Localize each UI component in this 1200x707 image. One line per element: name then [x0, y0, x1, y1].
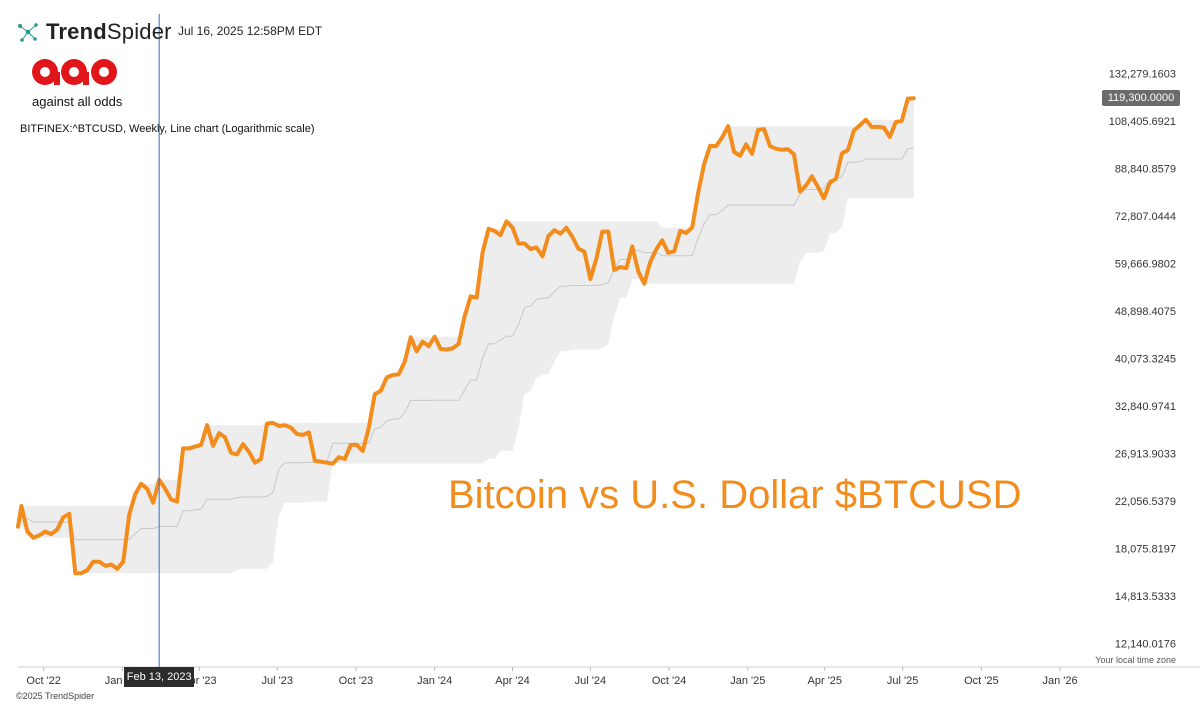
- network-nodes-icon: [18, 23, 38, 42]
- y-tick-label: 40,073.3245: [1115, 354, 1176, 366]
- y-tick-label: 48,898.4075: [1115, 306, 1176, 318]
- x-tick-label: Oct '24: [652, 675, 687, 687]
- x-tick-label: Oct '23: [339, 675, 374, 687]
- y-tick-label: 12,140.0176: [1115, 638, 1176, 650]
- x-tick-label: Oct '25: [964, 675, 999, 687]
- y-tick-label: 22,056.5379: [1115, 496, 1176, 508]
- y-axis: 132,279.1603 108,405.6921 88,840.8579 72,80…: [1109, 69, 1176, 651]
- cursor-date-badge: Feb 13, 2023: [124, 667, 195, 687]
- symbol-description: BITFINEX:^BTCUSD, Weekly, Line chart (Lo…: [20, 123, 315, 135]
- x-axis: Oct '22 Jan '23 Apr '23 Jul '23 Oct '23 Jan '…: [18, 666, 1200, 687]
- btcusd-series[interactable]: [16, 96, 916, 576]
- x-tick-label: Jul '24: [575, 675, 606, 687]
- overlay-title: Bitcoin vs U.S. Dollar $BTCUSD: [448, 473, 1022, 517]
- copyright: ©2025 TrendSpider: [16, 691, 95, 701]
- x-tick-label: Apr '24: [495, 675, 530, 687]
- x-tick-label: Oct '22: [26, 675, 61, 687]
- x-tick-label: Apr '25: [808, 675, 843, 687]
- range-band-area: [18, 98, 914, 574]
- y-tick-label: 72,807.0444: [1115, 211, 1176, 223]
- y-tick-label: 32,840.9741: [1115, 401, 1176, 413]
- y-tick-label: 14,813.5333: [1115, 591, 1176, 603]
- x-tick-label: Jul '25: [887, 675, 918, 687]
- range-midline: [17, 147, 914, 541]
- brand-name: TrendSpider: [46, 19, 172, 45]
- brand-suffix: Spider: [106, 19, 172, 44]
- x-tick-label: Jul '23: [262, 675, 293, 687]
- range-band: [18, 98, 914, 574]
- last-price-badge: 119,300.0000: [1102, 90, 1180, 107]
- x-tick-label: Jan '24: [417, 675, 452, 687]
- y-tick-label: 88,840.8579: [1115, 164, 1176, 176]
- brand: TrendSpider: [16, 18, 172, 46]
- brand-prefix: Trend: [46, 19, 107, 44]
- y-tick-label: 18,075.8197: [1115, 543, 1176, 555]
- y-tick-label: 59,666.9802: [1115, 259, 1176, 271]
- x-tick-label: Jan '26: [1042, 675, 1077, 687]
- y-tick-label: 26,913.9033: [1115, 448, 1176, 460]
- timezone-note[interactable]: Your local time zone: [1095, 655, 1176, 665]
- chart-datetime: Jul 16, 2025 12:58PM EDT: [178, 24, 323, 38]
- aao-logo: aao: [32, 59, 117, 85]
- logo-tagline: against all odds: [32, 94, 123, 109]
- y-tick-label: 108,405.6921: [1109, 116, 1176, 128]
- y-tick-label: 132,279.1603: [1109, 69, 1176, 81]
- range-midline-path: [17, 147, 914, 541]
- x-tick-label: Jan '25: [730, 675, 765, 687]
